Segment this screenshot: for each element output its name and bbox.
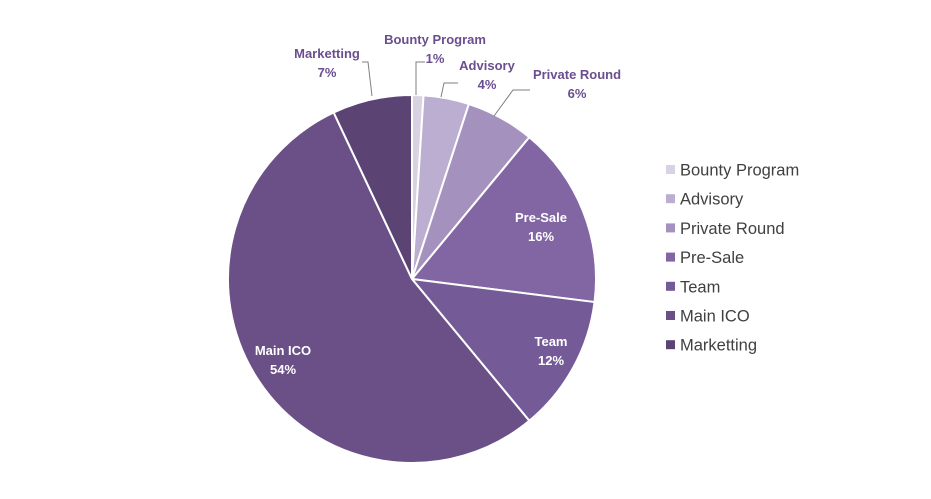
legend-label: Private Round [680, 220, 785, 238]
legend-swatch [666, 281, 675, 291]
legend-label: Advisory [680, 191, 744, 209]
legend-item-team: Team [666, 278, 720, 296]
legend-label: Main ICO [680, 308, 750, 326]
data-label-value-pre-sale: 16% [528, 229, 554, 244]
leader-lines [362, 61, 530, 117]
leader-line-private-round [493, 89, 530, 117]
legend-swatch [666, 340, 675, 350]
data-label-category-bounty-program: Bounty Program [384, 32, 486, 47]
legend-swatch [666, 165, 675, 174]
data-label-value-advisory: 4% [478, 77, 497, 92]
legend-item-pre-sale: Pre-Sale [666, 249, 744, 267]
data-label-category-team: Team [535, 334, 568, 349]
leader-line-marketting [362, 61, 373, 97]
leader-line-advisory [440, 82, 458, 98]
pie-slices [227, 93, 597, 464]
data-label-value-private-round: 6% [568, 86, 587, 101]
data-label-category-marketting: Marketting [294, 46, 360, 61]
legend-label: Team [680, 278, 720, 296]
slice-pre-sale [410, 135, 597, 304]
data-label-category-advisory: Advisory [459, 58, 515, 73]
legend-item-marketting: Marketting [666, 337, 757, 355]
legend-label: Bounty Program [680, 162, 799, 180]
slice-team [409, 277, 596, 423]
data-label-value-bounty-program: 1% [426, 51, 445, 66]
legend-item-advisory: Advisory [666, 191, 744, 209]
legend-item-main-ico: Main ICO [666, 308, 750, 326]
data-label-category-main-ico: Main ICO [255, 343, 311, 358]
legend-swatch [666, 223, 675, 233]
legend-item-bounty-program: Bounty Program [666, 162, 799, 180]
data-label-value-marketting: 7% [318, 65, 337, 80]
data-label-category-private-round: Private Round [533, 67, 621, 82]
data-label-value-main-ico: 54% [270, 362, 296, 377]
legend-swatch [666, 311, 675, 320]
data-labels: Bounty Program 1% Advisory 4% Private Round 6… [255, 32, 621, 377]
legend: Bounty Program Advisory Private Round Pre-S… [666, 162, 799, 355]
legend-label: Pre-Sale [680, 249, 744, 267]
slice-main-ico [227, 111, 531, 464]
legend-label: Marketting [680, 337, 757, 355]
legend-swatch [666, 252, 675, 262]
data-label-value-team: 12% [538, 353, 564, 368]
data-label-category-pre-sale: Pre-Sale [515, 210, 567, 225]
slice-marketting [332, 93, 413, 280]
leader-line-bounty-program [415, 61, 425, 95]
legend-swatch [666, 194, 675, 204]
legend-item-private-round: Private Round [666, 220, 785, 238]
